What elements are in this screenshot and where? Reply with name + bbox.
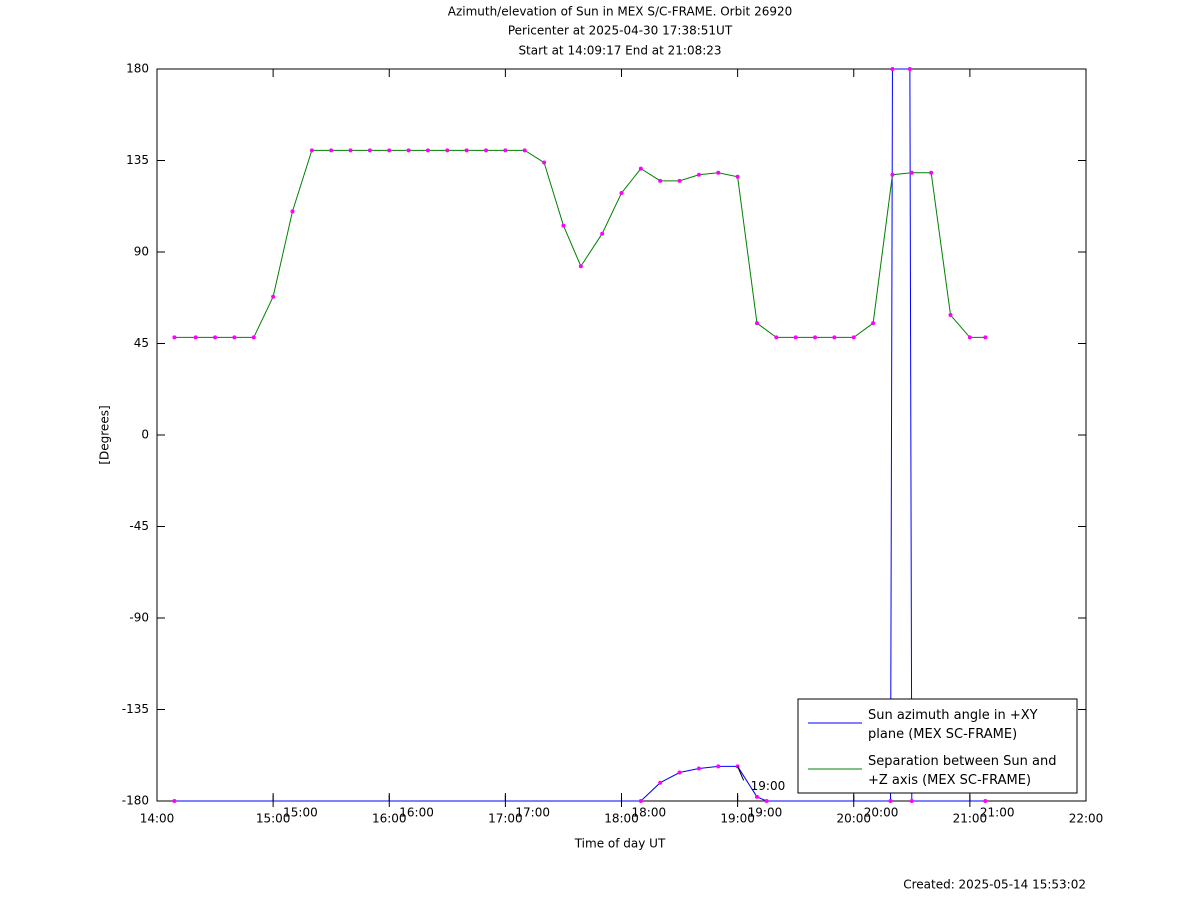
data-point xyxy=(542,160,547,165)
data-point xyxy=(967,335,972,340)
data-point xyxy=(696,172,701,177)
chart-title: Azimuth/elevation of Sun in MEX S/C-FRAM… xyxy=(448,5,793,19)
data-point xyxy=(909,170,914,175)
y-tick-label: -180 xyxy=(122,794,149,808)
data-point xyxy=(890,172,895,177)
x-tick-label: 17:00 xyxy=(488,812,523,826)
data-point xyxy=(172,335,177,340)
x-tick-label: 19:00 xyxy=(720,812,755,826)
time-mark-label: 16:00 xyxy=(399,806,434,820)
data-point xyxy=(907,67,912,71)
data-point xyxy=(561,223,566,228)
data-point xyxy=(172,799,177,803)
chart-subtitle: Pericenter at 2025-04-30 17:38:51UT xyxy=(508,24,733,38)
y-tick-label: -45 xyxy=(129,519,149,533)
data-point xyxy=(213,335,218,340)
chart-subtitle: Start at 14:09:17 End at 21:08:23 xyxy=(518,44,721,58)
data-point xyxy=(503,148,508,153)
data-point xyxy=(484,148,489,153)
data-point xyxy=(600,231,605,236)
data-point xyxy=(696,766,701,771)
data-point xyxy=(387,148,392,153)
data-point xyxy=(909,799,914,803)
data-point xyxy=(677,770,682,775)
y-tick-label: 45 xyxy=(134,336,149,350)
x-tick-label: 14:00 xyxy=(140,812,175,826)
data-point xyxy=(754,321,759,326)
data-point xyxy=(764,799,769,803)
x-axis-label: Time of day UT xyxy=(574,837,666,851)
data-point xyxy=(658,178,663,183)
series-line xyxy=(174,149,986,338)
data-point xyxy=(677,178,682,183)
x-tick-label: 22:00 xyxy=(1069,812,1104,826)
footer: Created: 2025-05-14 15:53:02 xyxy=(903,878,1086,892)
y-tick-label: 90 xyxy=(134,245,149,259)
data-point xyxy=(890,67,895,71)
x-tick-label: 21:00 xyxy=(953,812,988,826)
data-point xyxy=(309,148,314,153)
data-point xyxy=(578,264,583,269)
x-tick-label: 16:00 xyxy=(372,812,407,826)
data-point xyxy=(658,780,663,785)
annotation-arrow xyxy=(737,766,745,781)
data-point xyxy=(716,764,721,769)
data-point xyxy=(851,335,856,340)
y-tick-label: 180 xyxy=(126,62,149,76)
data-point xyxy=(813,335,818,340)
data-point xyxy=(832,335,837,340)
time-mark-label: 18:00 xyxy=(632,806,667,820)
y-tick-label: -135 xyxy=(122,702,149,716)
data-point xyxy=(290,209,295,214)
data-point xyxy=(425,148,430,153)
data-point xyxy=(619,191,624,196)
y-axis-label: [Degrees] xyxy=(98,405,112,464)
data-point xyxy=(445,148,450,153)
time-mark-label: 15:00 xyxy=(283,806,318,820)
data-point xyxy=(232,335,237,340)
x-tick-label: 20:00 xyxy=(836,812,871,826)
data-point xyxy=(522,148,527,153)
annotation: 19:00 xyxy=(751,779,786,793)
legend-box xyxy=(797,698,1078,794)
x-tick-label: 15:00 xyxy=(256,812,291,826)
data-point xyxy=(348,148,353,153)
data-point xyxy=(983,335,988,340)
x-tick-label: 18:00 xyxy=(604,812,639,826)
data-point xyxy=(193,335,198,340)
data-point xyxy=(406,148,411,153)
legend-label: Separation between Sun and +Z axis (MEX … xyxy=(868,754,1057,788)
time-mark-label: 19:00 xyxy=(748,806,783,820)
data-point xyxy=(716,170,721,175)
data-point xyxy=(948,313,953,318)
data-point xyxy=(251,335,256,340)
data-point xyxy=(271,294,276,299)
y-tick-label: -90 xyxy=(129,611,149,625)
data-point xyxy=(983,799,988,803)
data-point xyxy=(638,799,643,803)
data-point xyxy=(888,799,893,803)
time-mark-label: 17:00 xyxy=(515,806,550,820)
y-tick-label: 135 xyxy=(126,153,149,167)
y-tick-label: 0 xyxy=(141,428,149,442)
data-point xyxy=(464,148,469,153)
time-mark-label: 20:00 xyxy=(864,806,899,820)
data-point xyxy=(367,148,372,153)
data-point xyxy=(793,335,798,340)
data-point xyxy=(329,148,334,153)
time-mark-label: 21:00 xyxy=(980,806,1015,820)
data-point xyxy=(929,170,934,175)
data-point xyxy=(754,794,759,799)
plot-frame xyxy=(156,68,1087,802)
legend-label: Sun azimuth angle in +XY plane (MEX SC-F… xyxy=(868,708,1038,742)
data-point xyxy=(735,174,740,179)
data-point xyxy=(638,166,643,171)
series-line xyxy=(174,68,986,802)
data-point xyxy=(871,321,876,326)
data-point xyxy=(774,335,779,340)
